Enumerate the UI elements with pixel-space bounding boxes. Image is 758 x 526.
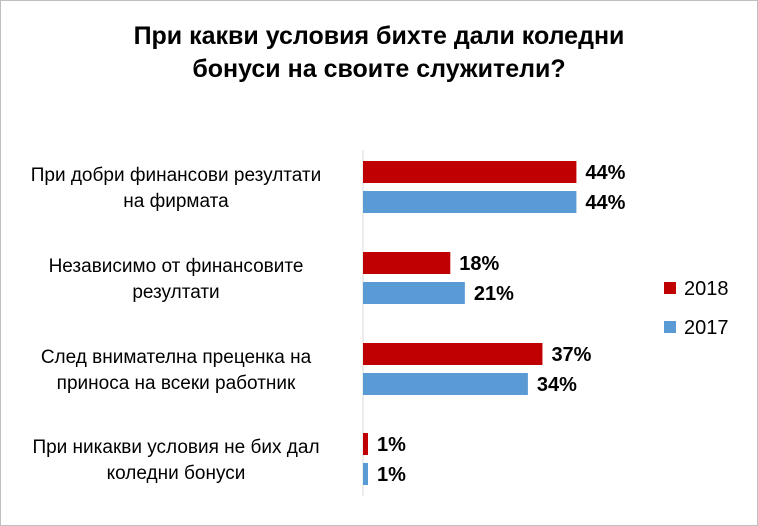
legend-label-2018: 2018 bbox=[684, 278, 729, 300]
category-label-line: След внимателна преценка на bbox=[41, 347, 312, 368]
category-label-line: Независимо от финансовите bbox=[49, 256, 304, 277]
category-label-line: При добри финансови резултати bbox=[31, 165, 322, 186]
data-label-2018: 37% bbox=[551, 344, 591, 366]
chart-title: При какви условия бихте дали коледни бон… bbox=[0, 20, 758, 86]
data-label-2017: 34% bbox=[537, 374, 577, 396]
category-label-line: на фирмата bbox=[123, 191, 229, 212]
bar-2018 bbox=[363, 343, 543, 365]
chart-title-line-2: бонуси на своите служители? bbox=[192, 55, 566, 83]
category-label-line: При никакви условия не бих дал bbox=[32, 437, 319, 458]
data-label-2018: 18% bbox=[459, 253, 499, 275]
data-label-2017: 1% bbox=[377, 464, 406, 486]
chart-title-line-1: При какви условия бихте дали коледни bbox=[133, 22, 625, 50]
category-label-line: приноса на всеки работник bbox=[57, 373, 296, 394]
bar-2017 bbox=[363, 463, 368, 485]
bar-2017 bbox=[363, 191, 577, 213]
category-label-line: коледни бонуси bbox=[107, 463, 246, 484]
legend-label-2017: 2017 bbox=[684, 317, 729, 339]
bar-2017 bbox=[363, 373, 528, 395]
category-label-line: резултати bbox=[132, 282, 219, 303]
bar-2017 bbox=[363, 282, 465, 304]
data-label-2018: 1% bbox=[377, 434, 406, 456]
legend-swatch-2017 bbox=[664, 321, 676, 333]
data-label-2017: 44% bbox=[585, 192, 625, 214]
legend-swatch-2018 bbox=[664, 282, 676, 294]
bar-2018 bbox=[363, 433, 368, 455]
bar-2018 bbox=[363, 252, 451, 274]
data-label-2018: 44% bbox=[585, 162, 625, 184]
data-label-2017: 21% bbox=[474, 283, 514, 305]
bar-2018 bbox=[363, 161, 577, 183]
